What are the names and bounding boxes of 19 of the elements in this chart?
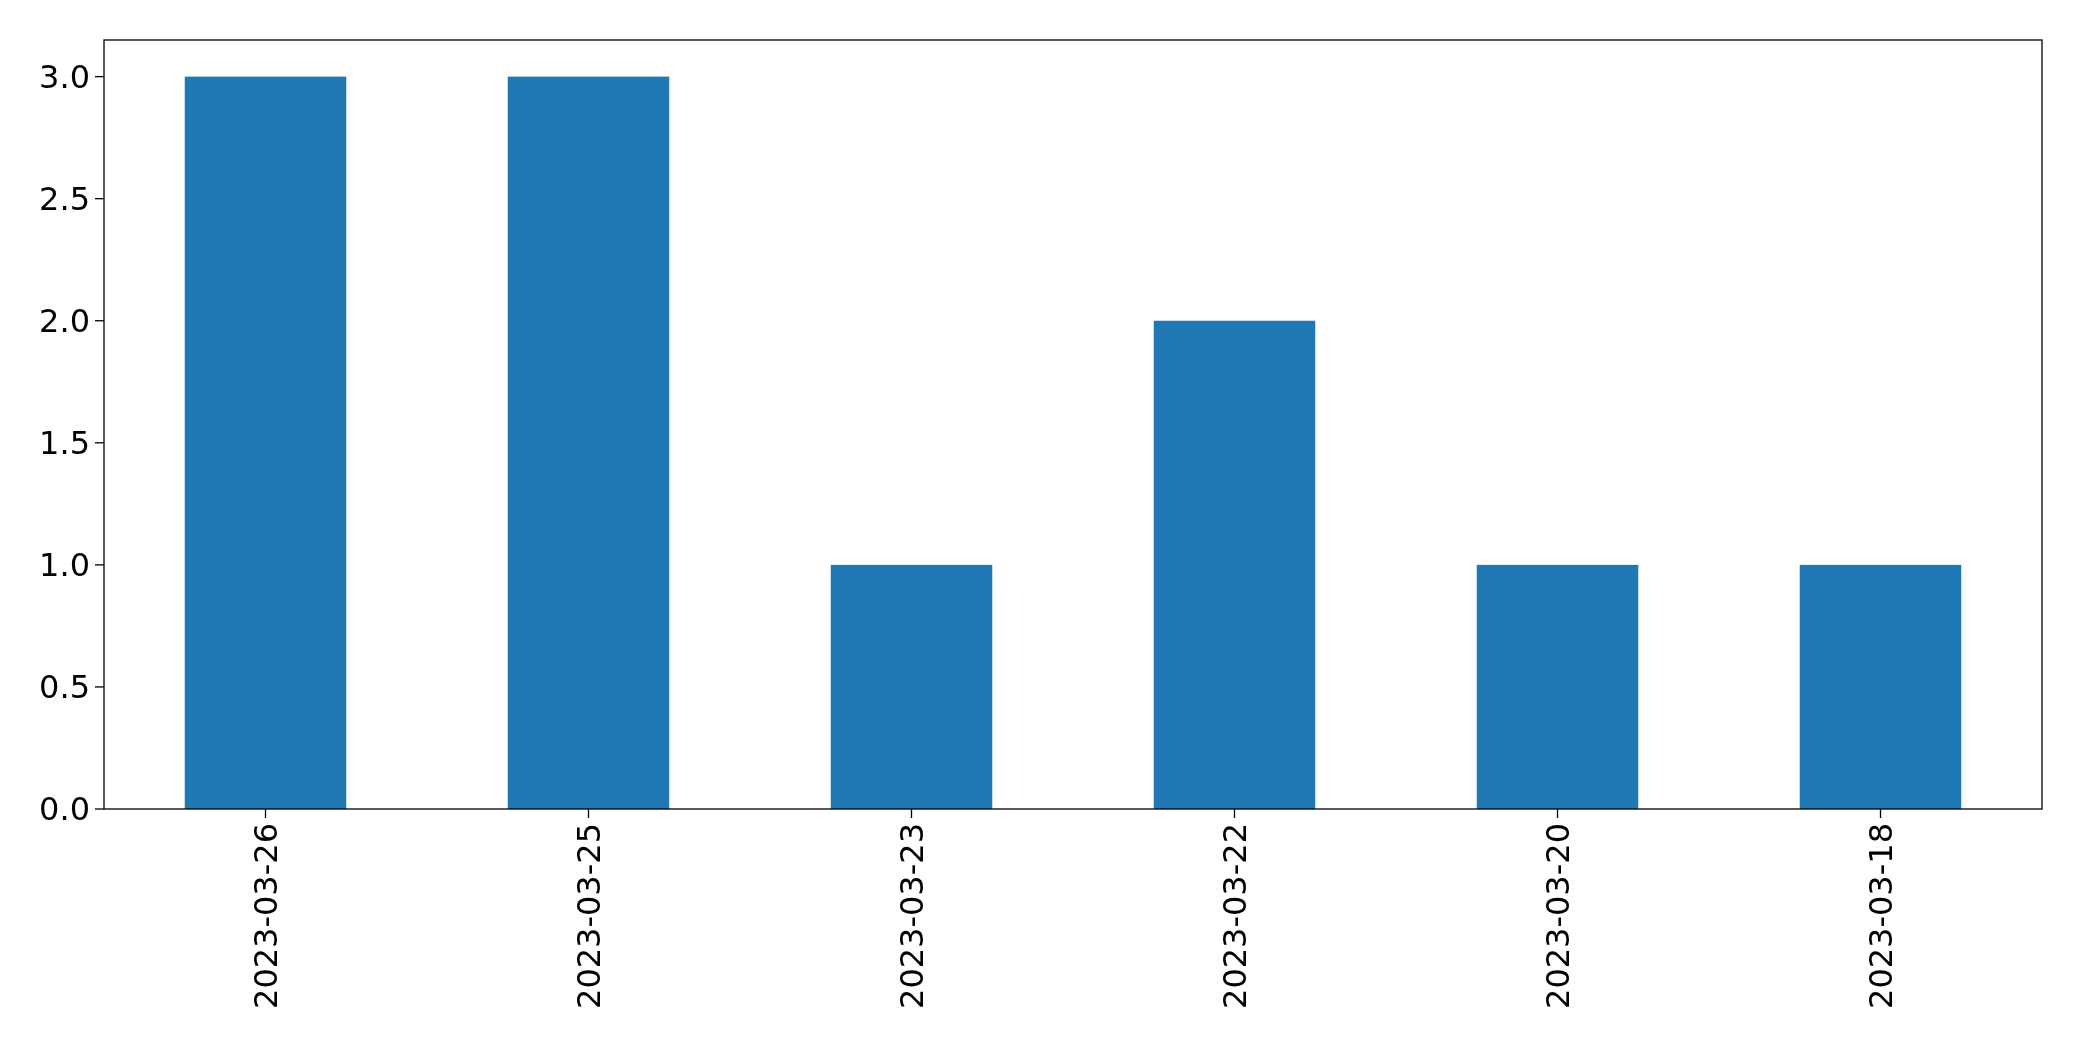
y-tick-label: 0.5 — [39, 668, 90, 707]
bar — [1476, 564, 1639, 809]
x-tick-label: 2023-03-22 — [1215, 823, 1254, 1009]
x-tick-label: 2023-03-18 — [1861, 823, 1900, 1009]
bar — [1153, 320, 1316, 809]
x-tick-label: 2023-03-26 — [246, 823, 285, 1009]
bar — [1799, 564, 1962, 809]
y-tick-label: 3.0 — [39, 57, 90, 96]
x-tick-label: 2023-03-25 — [569, 823, 608, 1009]
y-tick-label: 1.5 — [39, 424, 90, 463]
y-tick-label: 2.0 — [39, 301, 90, 340]
y-tick-label: 0.0 — [39, 790, 90, 829]
x-tick-label: 2023-03-23 — [892, 823, 931, 1009]
x-tick-label: 2023-03-20 — [1538, 823, 1577, 1009]
bar — [507, 76, 670, 809]
y-tick-label: 2.5 — [39, 179, 90, 218]
y-tick-label: 1.0 — [39, 546, 90, 585]
bar — [830, 564, 993, 809]
bar — [184, 76, 347, 809]
